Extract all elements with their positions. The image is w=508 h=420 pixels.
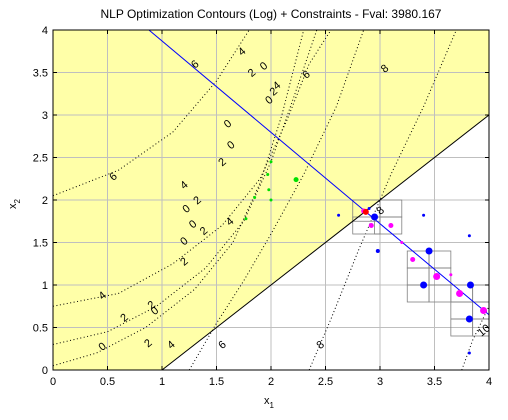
y-tick-label: 3.5 <box>33 68 48 80</box>
x-tick-label: 1 <box>159 376 165 388</box>
magenta-point <box>449 273 453 277</box>
subdivision-box <box>352 216 381 235</box>
y-tick-label: 4 <box>42 25 48 37</box>
contour-lines <box>53 30 489 370</box>
subdivision-box <box>379 199 403 218</box>
blue-point <box>371 213 379 221</box>
blue-point <box>425 247 433 255</box>
y-axis-label: x2 <box>7 198 22 209</box>
green-point <box>266 173 270 176</box>
x-tick-label: 3.5 <box>427 376 442 388</box>
blue-point <box>465 315 473 323</box>
magenta-point <box>456 290 464 297</box>
x-tick-label: 0 <box>50 376 56 388</box>
magenta-point <box>410 257 416 262</box>
x-tick-label: 3 <box>377 376 383 388</box>
x-axis-label-main: x <box>264 395 270 407</box>
y-tick-label: 2.5 <box>33 153 48 165</box>
magenta-point <box>480 307 488 314</box>
magenta-point <box>388 223 394 228</box>
x-tick-label: 4 <box>486 376 492 388</box>
blue-point <box>375 249 380 253</box>
y-tick-label: 0 <box>42 365 48 377</box>
x-axis-label: x1 <box>264 395 275 410</box>
magenta-point <box>400 241 404 244</box>
optimum-point <box>362 208 369 215</box>
y-tick-label: 2 <box>42 195 48 207</box>
boundary-constraint-line <box>161 114 489 370</box>
y-axis-label-sub: 2 <box>13 198 22 203</box>
y-tick-label: 0.5 <box>33 323 48 335</box>
contour-line <box>53 30 318 345</box>
x-axis-label-sub: 1 <box>270 401 275 410</box>
green-point <box>269 160 273 164</box>
x-tick-label: 0.5 <box>100 376 115 388</box>
axis-ticks: 0 0.5 1 1.5 2 2.5 3 3.5 4 0 0.5 1 1.5 2 2.5 3 3.5 4 <box>33 25 492 388</box>
contour-line <box>308 30 457 370</box>
green-point <box>244 217 248 221</box>
contour-label: 10 <box>476 322 493 339</box>
blue-point <box>467 234 471 238</box>
y-tick-label: 1 <box>42 280 48 292</box>
green-point <box>269 198 273 202</box>
blue-point <box>422 213 426 217</box>
contour-line <box>53 30 305 367</box>
magenta-point <box>368 223 374 228</box>
y-tick-label: 1.5 <box>33 238 48 250</box>
blue-point <box>337 213 341 217</box>
y-tick-label: 3 <box>42 110 48 122</box>
contour-line <box>461 306 489 370</box>
chart-title: NLP Optimization Contours (Log) + Constr… <box>101 7 442 21</box>
y-axis-label-main: x <box>7 203 19 209</box>
blue-point <box>466 281 474 289</box>
subdivision-boxes <box>352 199 489 337</box>
contour-line <box>53 30 332 307</box>
x-tick-label: 1.5 <box>209 376 224 388</box>
green-point <box>267 188 271 192</box>
contour-line <box>53 30 250 197</box>
green-point <box>293 177 299 183</box>
blue-point <box>420 281 428 289</box>
blue-point <box>467 351 471 355</box>
magenta-point <box>433 273 441 280</box>
x-tick-label: 2 <box>268 376 274 388</box>
sample-points <box>244 160 488 355</box>
green-point <box>253 195 257 199</box>
x-tick-label: 2.5 <box>318 376 333 388</box>
blue-point <box>367 207 371 210</box>
